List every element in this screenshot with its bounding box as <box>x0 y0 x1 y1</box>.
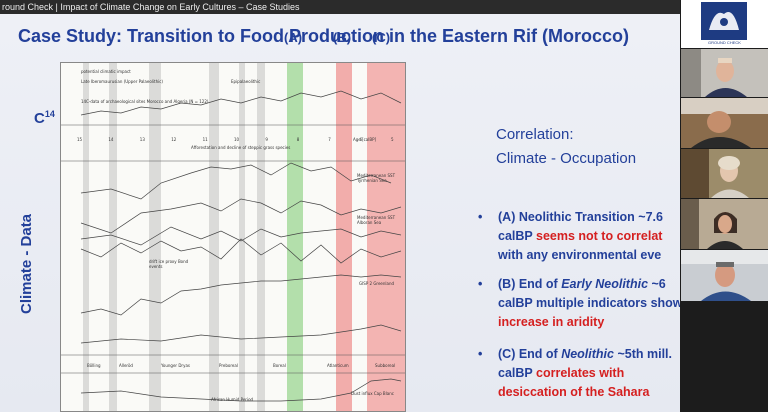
logo-caption: GROUND CHECK <box>708 40 741 45</box>
band-label-a: (A) <box>284 30 303 45</box>
band-c <box>367 63 405 411</box>
age-tick-label: 5 <box>391 137 394 142</box>
drift-note: drift ice proxy Bond events <box>149 259 189 269</box>
grey-band <box>257 63 265 411</box>
period-label: Boreal <box>273 363 286 368</box>
age-tick-label: 6 <box>359 137 363 142</box>
period-label: Younger Dryas <box>161 363 190 368</box>
ground-check-logo <box>701 2 747 40</box>
age-tick-label: 11 <box>202 137 208 142</box>
paleoclimate-figure: potential climatic impact Late Iberomaur… <box>60 62 406 412</box>
participant-video-4 <box>681 199 768 249</box>
participant-video-5 <box>681 250 768 301</box>
afforestation-note: Afforestation and decline of steppic gra… <box>191 145 291 150</box>
dust-note: Dust influx Cap Blanc <box>351 391 394 396</box>
period-label: Bölling <box>87 363 101 368</box>
grey-band <box>209 63 219 411</box>
age-tick-label: 14 <box>108 137 114 142</box>
age-tick-label: 8 <box>296 137 300 142</box>
c14-note: 14C-data of archaeological sites Morocco… <box>81 99 209 104</box>
age-tick-label: 9 <box>265 137 268 142</box>
participant-tile-3[interactable] <box>681 149 768 198</box>
band-label-b: (B) <box>333 30 352 45</box>
curves <box>61 90 405 402</box>
period-upper-palaeolithic: Late Iberomaurusian (Upper Palaeolithic) <box>81 79 163 84</box>
band-label-c: (C) <box>372 30 391 45</box>
period-label: Preboreal <box>219 363 238 368</box>
slide-title: Case Study: Transition to Food Productio… <box>18 26 630 46</box>
grey-band <box>239 63 245 411</box>
c14-label: C14 <box>34 109 55 127</box>
grey-band <box>83 63 89 411</box>
sst1-note: Mediterranean SST Tyrrhenian Sea <box>357 173 396 183</box>
age-tick-label: 10 <box>234 137 240 142</box>
participant-tile-1[interactable] <box>681 49 768 97</box>
participant-video-1 <box>681 49 768 97</box>
participant-tile-4[interactable] <box>681 199 768 249</box>
participant-video-3 <box>681 149 768 198</box>
age-tick-label: 13 <box>139 137 145 142</box>
age-tick-label: 7 <box>328 137 331 142</box>
slide: Case Study: Transition to Food Productio… <box>0 14 680 412</box>
participant-tile-logo[interactable]: GROUND CHECK <box>681 0 768 48</box>
sst2-note: Mediterranean SST Alboran Sea <box>357 215 396 225</box>
period-label: Atlanticum <box>327 363 349 368</box>
period-epipalaeolithic: Epipalaeolithic <box>231 79 261 84</box>
gisp-note: GISP 2 Greenland <box>359 281 395 286</box>
correlation-heading: Correlation: Climate - Occupation <box>496 126 637 167</box>
age-tick-label: 15 <box>77 137 83 142</box>
participant-video-2 <box>681 98 768 148</box>
age-tick-label: 12 <box>171 137 177 142</box>
band-b <box>336 63 352 411</box>
age-unit: Age [calBP] <box>353 137 377 142</box>
window-title: round Check | Impact of Climate Change o… <box>0 0 768 14</box>
band-a <box>287 63 303 411</box>
period-label: Alleröd <box>119 363 133 368</box>
period-label: Subboreal <box>375 363 396 368</box>
grey-band <box>109 63 117 411</box>
humid-period: African Humid Period <box>211 397 254 402</box>
participant-tile-5[interactable] <box>681 250 768 301</box>
participant-tile-2[interactable] <box>681 98 768 148</box>
legend-impact: potential climatic impact <box>81 69 131 74</box>
climate-data-label: Climate - Data <box>18 213 35 314</box>
